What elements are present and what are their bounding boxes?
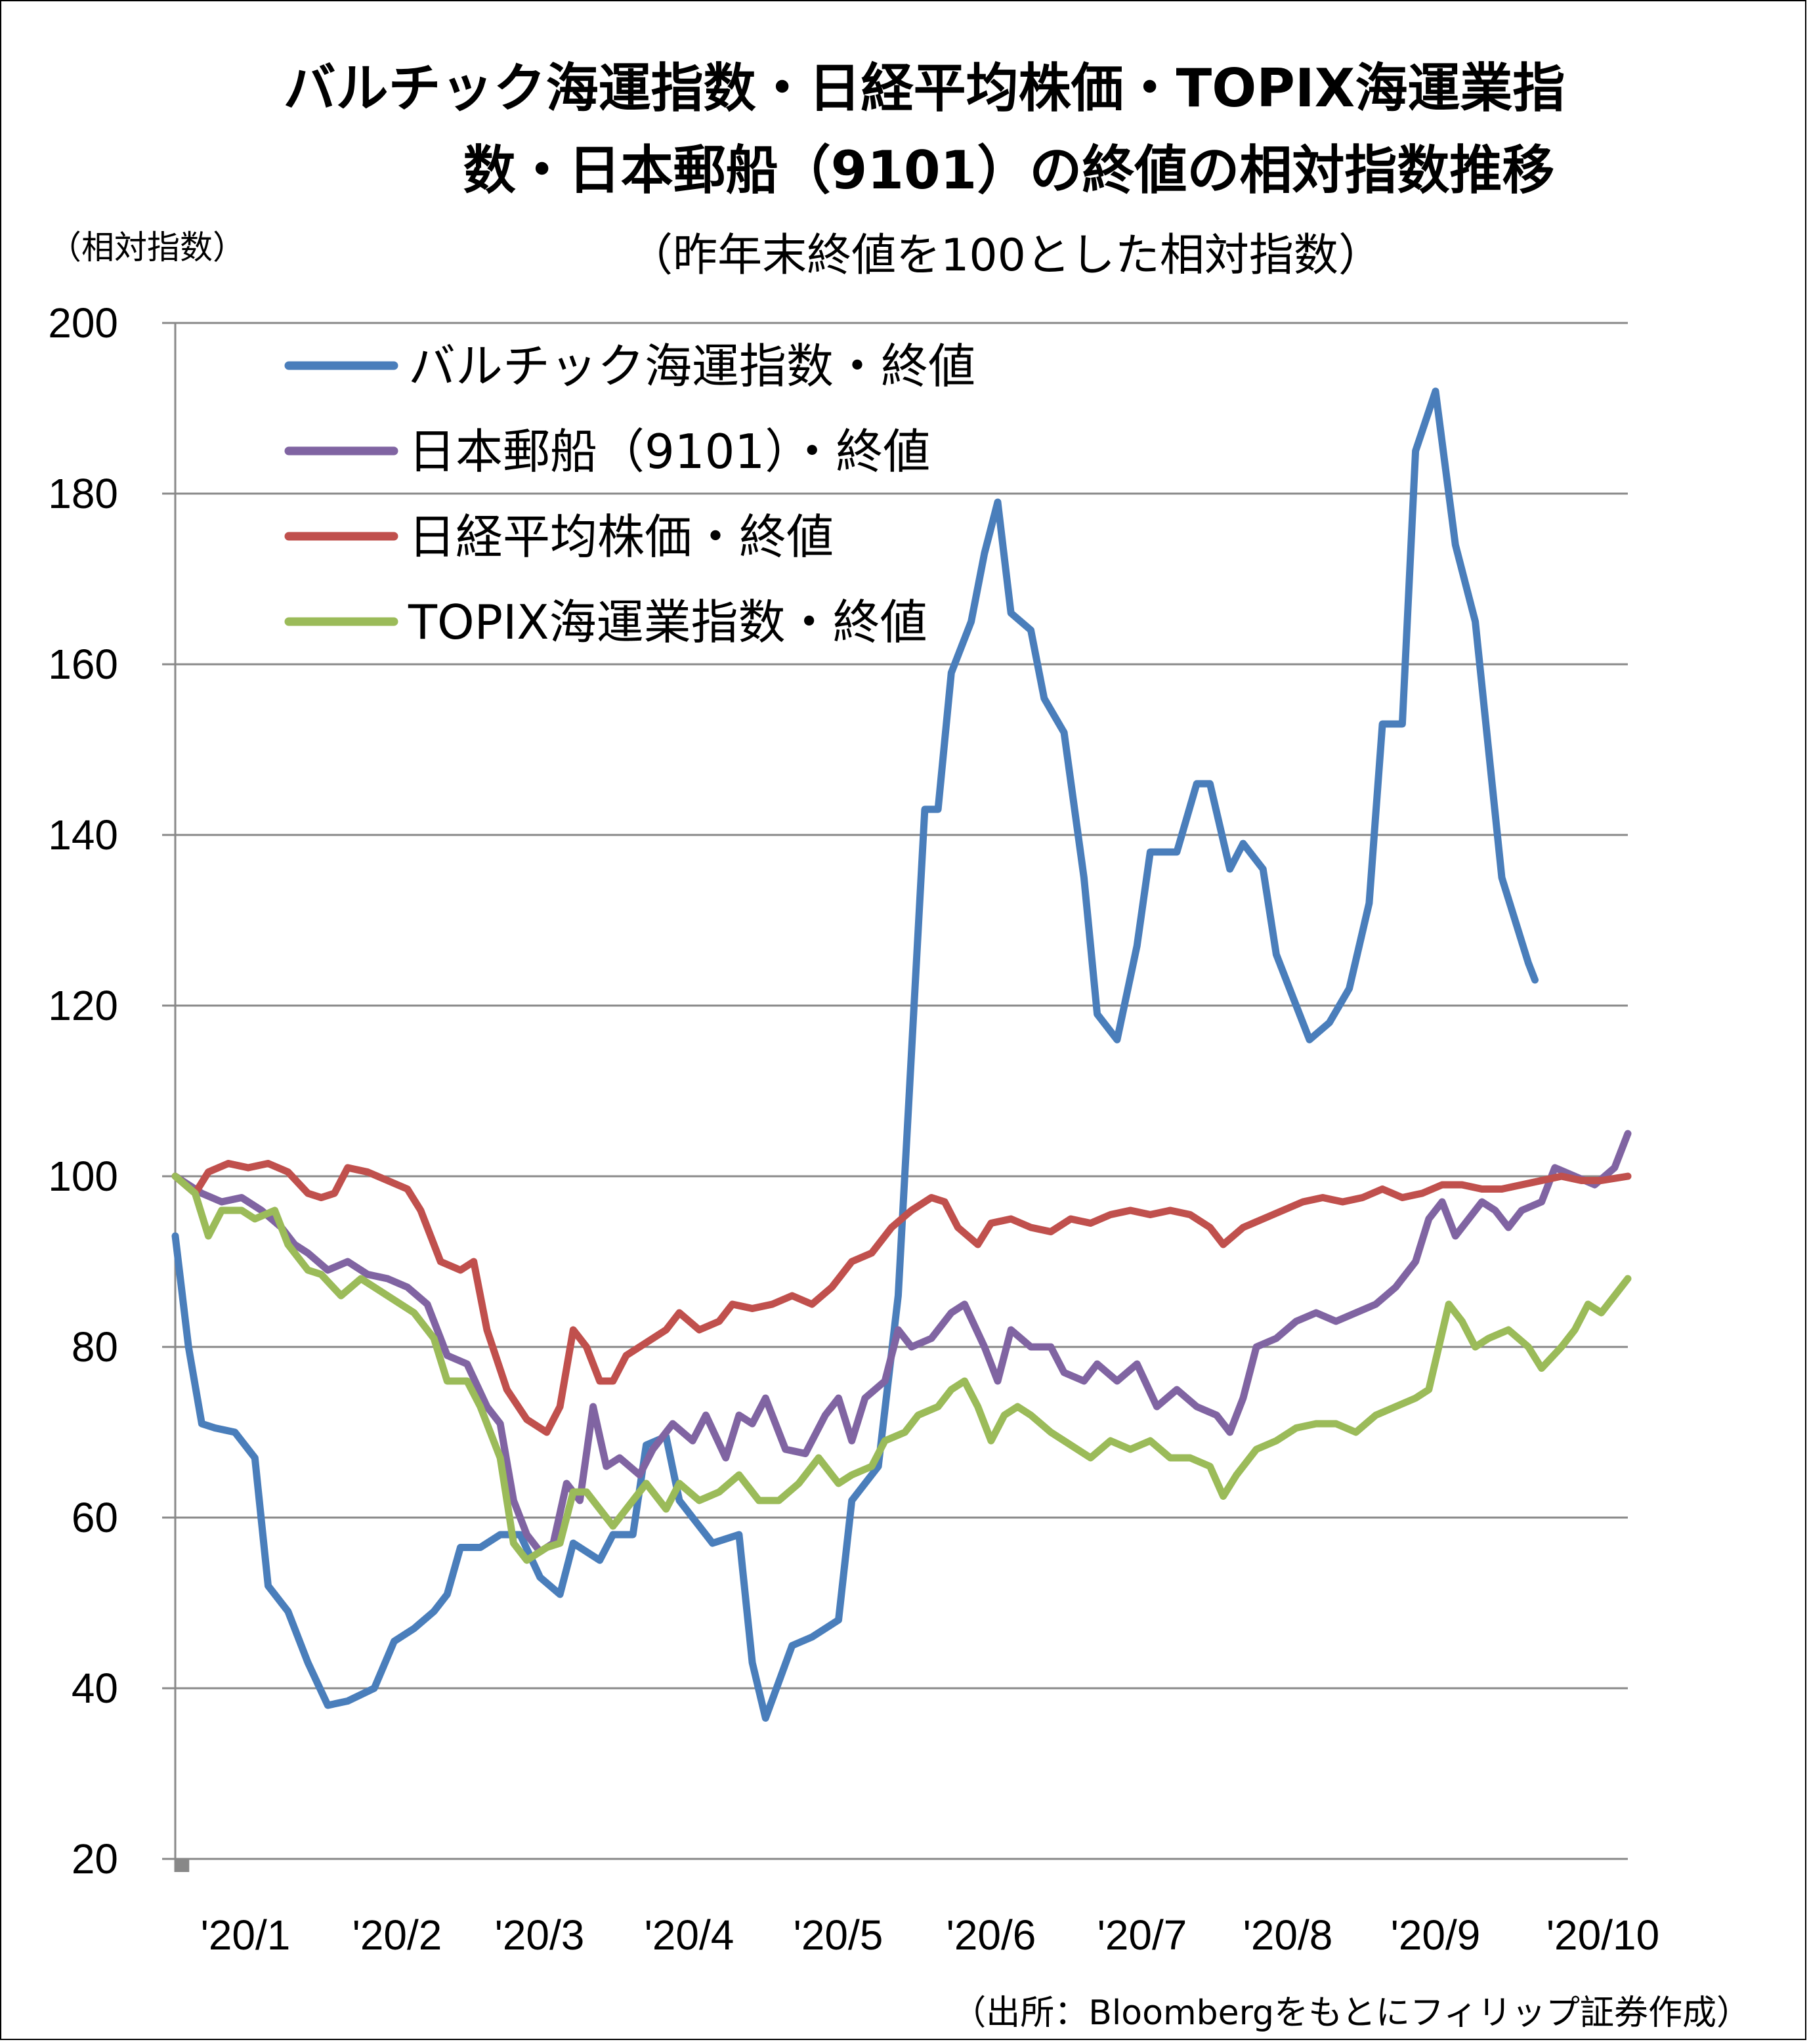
- series-lines: [171, 387, 1632, 1722]
- legend-label-2: 日経平均株価・終値: [408, 509, 834, 564]
- y-tick-label-40: 40: [72, 1665, 118, 1712]
- y-tick-label-80: 80: [72, 1323, 118, 1371]
- gridlines: [175, 322, 1628, 1690]
- chart-subtitle: （昨年末終値を100とした相対指数）: [628, 230, 1383, 282]
- y-tick-label-120: 120: [48, 982, 118, 1029]
- axes: [162, 322, 1628, 1872]
- x-tick-label-9: '20/10: [1546, 1911, 1659, 1959]
- y-tick-label-160: 160: [48, 641, 118, 688]
- y-tick-label-140: 140: [48, 811, 118, 859]
- series-line-0: [171, 387, 1539, 1722]
- x-tick-label-0: '20/1: [201, 1911, 291, 1959]
- series-line-2: [171, 1160, 1632, 1436]
- x-tick-label-5: '20/6: [947, 1911, 1036, 1959]
- y-tick-label-200: 200: [48, 299, 118, 347]
- x-tick-label-7: '20/8: [1243, 1911, 1333, 1959]
- legend-label-0: バルチック海運指数・終値: [408, 339, 975, 394]
- y-tick-label-20: 20: [72, 1835, 118, 1883]
- legend-label-3: TOPIX海運業指数・終値: [408, 595, 927, 650]
- x-tick-label-2: '20/3: [495, 1911, 585, 1959]
- x-tick-label-8: '20/9: [1391, 1911, 1481, 1959]
- y-tick-label-100: 100: [48, 1153, 118, 1200]
- x-tick-labels: '20/1 '20/2 '20/3 '20/4 '20/5 '20/6 '20/7 '20/8…: [201, 1911, 1660, 1959]
- y-tick-label-60: 60: [72, 1494, 118, 1541]
- x-tick-label-4: '20/5: [794, 1911, 883, 1959]
- chart-title-line1: バルチック海運指数・日経平均株価・TOPIX海運業指: [284, 58, 1565, 119]
- source-note: （出所：Bloombergをもとにフィリップ証券作成）: [952, 1993, 1751, 2033]
- series-line-1: [171, 1130, 1632, 1556]
- y-axis-unit-label: （相対指数）: [49, 228, 245, 266]
- x-tick-label-6: '20/7: [1097, 1911, 1187, 1959]
- series-line-3: [171, 1172, 1632, 1564]
- x-tick-label-3: '20/4: [645, 1911, 734, 1959]
- y-tick-labels: 20 40 60 80 100 120 140 160 180 200: [48, 299, 118, 1883]
- chart-title-line2: 数・日本郵船（9101）の終値の相対指数推移: [463, 140, 1555, 201]
- legend-label-1: 日本郵船（9101）・終値: [408, 424, 930, 479]
- y-tick-label-180: 180: [48, 470, 118, 517]
- x-tick-label-1: '20/2: [352, 1911, 442, 1959]
